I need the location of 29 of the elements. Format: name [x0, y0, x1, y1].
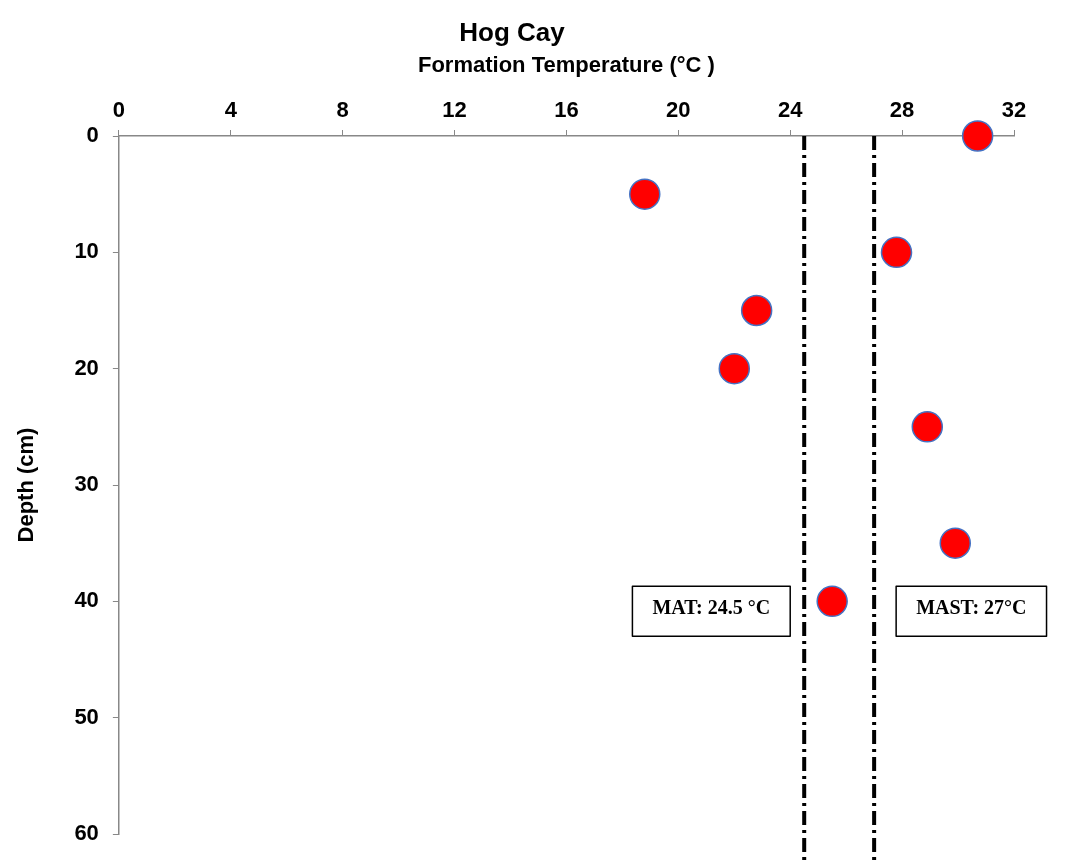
x-tick-label: 28	[889, 96, 915, 122]
y-tick-label: 0	[86, 122, 99, 148]
x-tick-label: 16	[554, 96, 579, 122]
point	[880, 236, 913, 269]
ref-line-label: MAST: 27°C	[916, 595, 1027, 618]
point	[816, 585, 848, 618]
x-tick-label: 24	[777, 96, 804, 122]
y-tick-label: 40	[74, 587, 99, 613]
x-axis-title: Formation Temperature (°C )	[418, 52, 715, 78]
y-tick-label: 60	[74, 820, 99, 846]
x-tick-label: 32	[1001, 96, 1027, 122]
x-tick-label: 4	[224, 96, 238, 122]
x-tick-label: 20	[666, 96, 691, 122]
point	[718, 352, 751, 385]
ref-line-label: MAT: 24.5 °C	[652, 595, 771, 618]
y-tick-label: 10	[74, 238, 99, 264]
y-tick-label: 20	[74, 354, 99, 380]
x-tick-label: 8	[336, 96, 349, 122]
chart-title: Hog Cay	[459, 16, 566, 47]
x-tick-label: 0	[112, 96, 125, 122]
point	[939, 527, 972, 559]
point	[911, 411, 944, 443]
point	[629, 178, 661, 210]
y-tick-label: 50	[74, 703, 99, 729]
y-axis-title: Depth (cm)	[13, 427, 39, 543]
point	[740, 294, 773, 327]
x-tick-label: 12	[442, 96, 467, 122]
y-tick-label: 30	[74, 471, 99, 497]
point	[961, 120, 994, 152]
